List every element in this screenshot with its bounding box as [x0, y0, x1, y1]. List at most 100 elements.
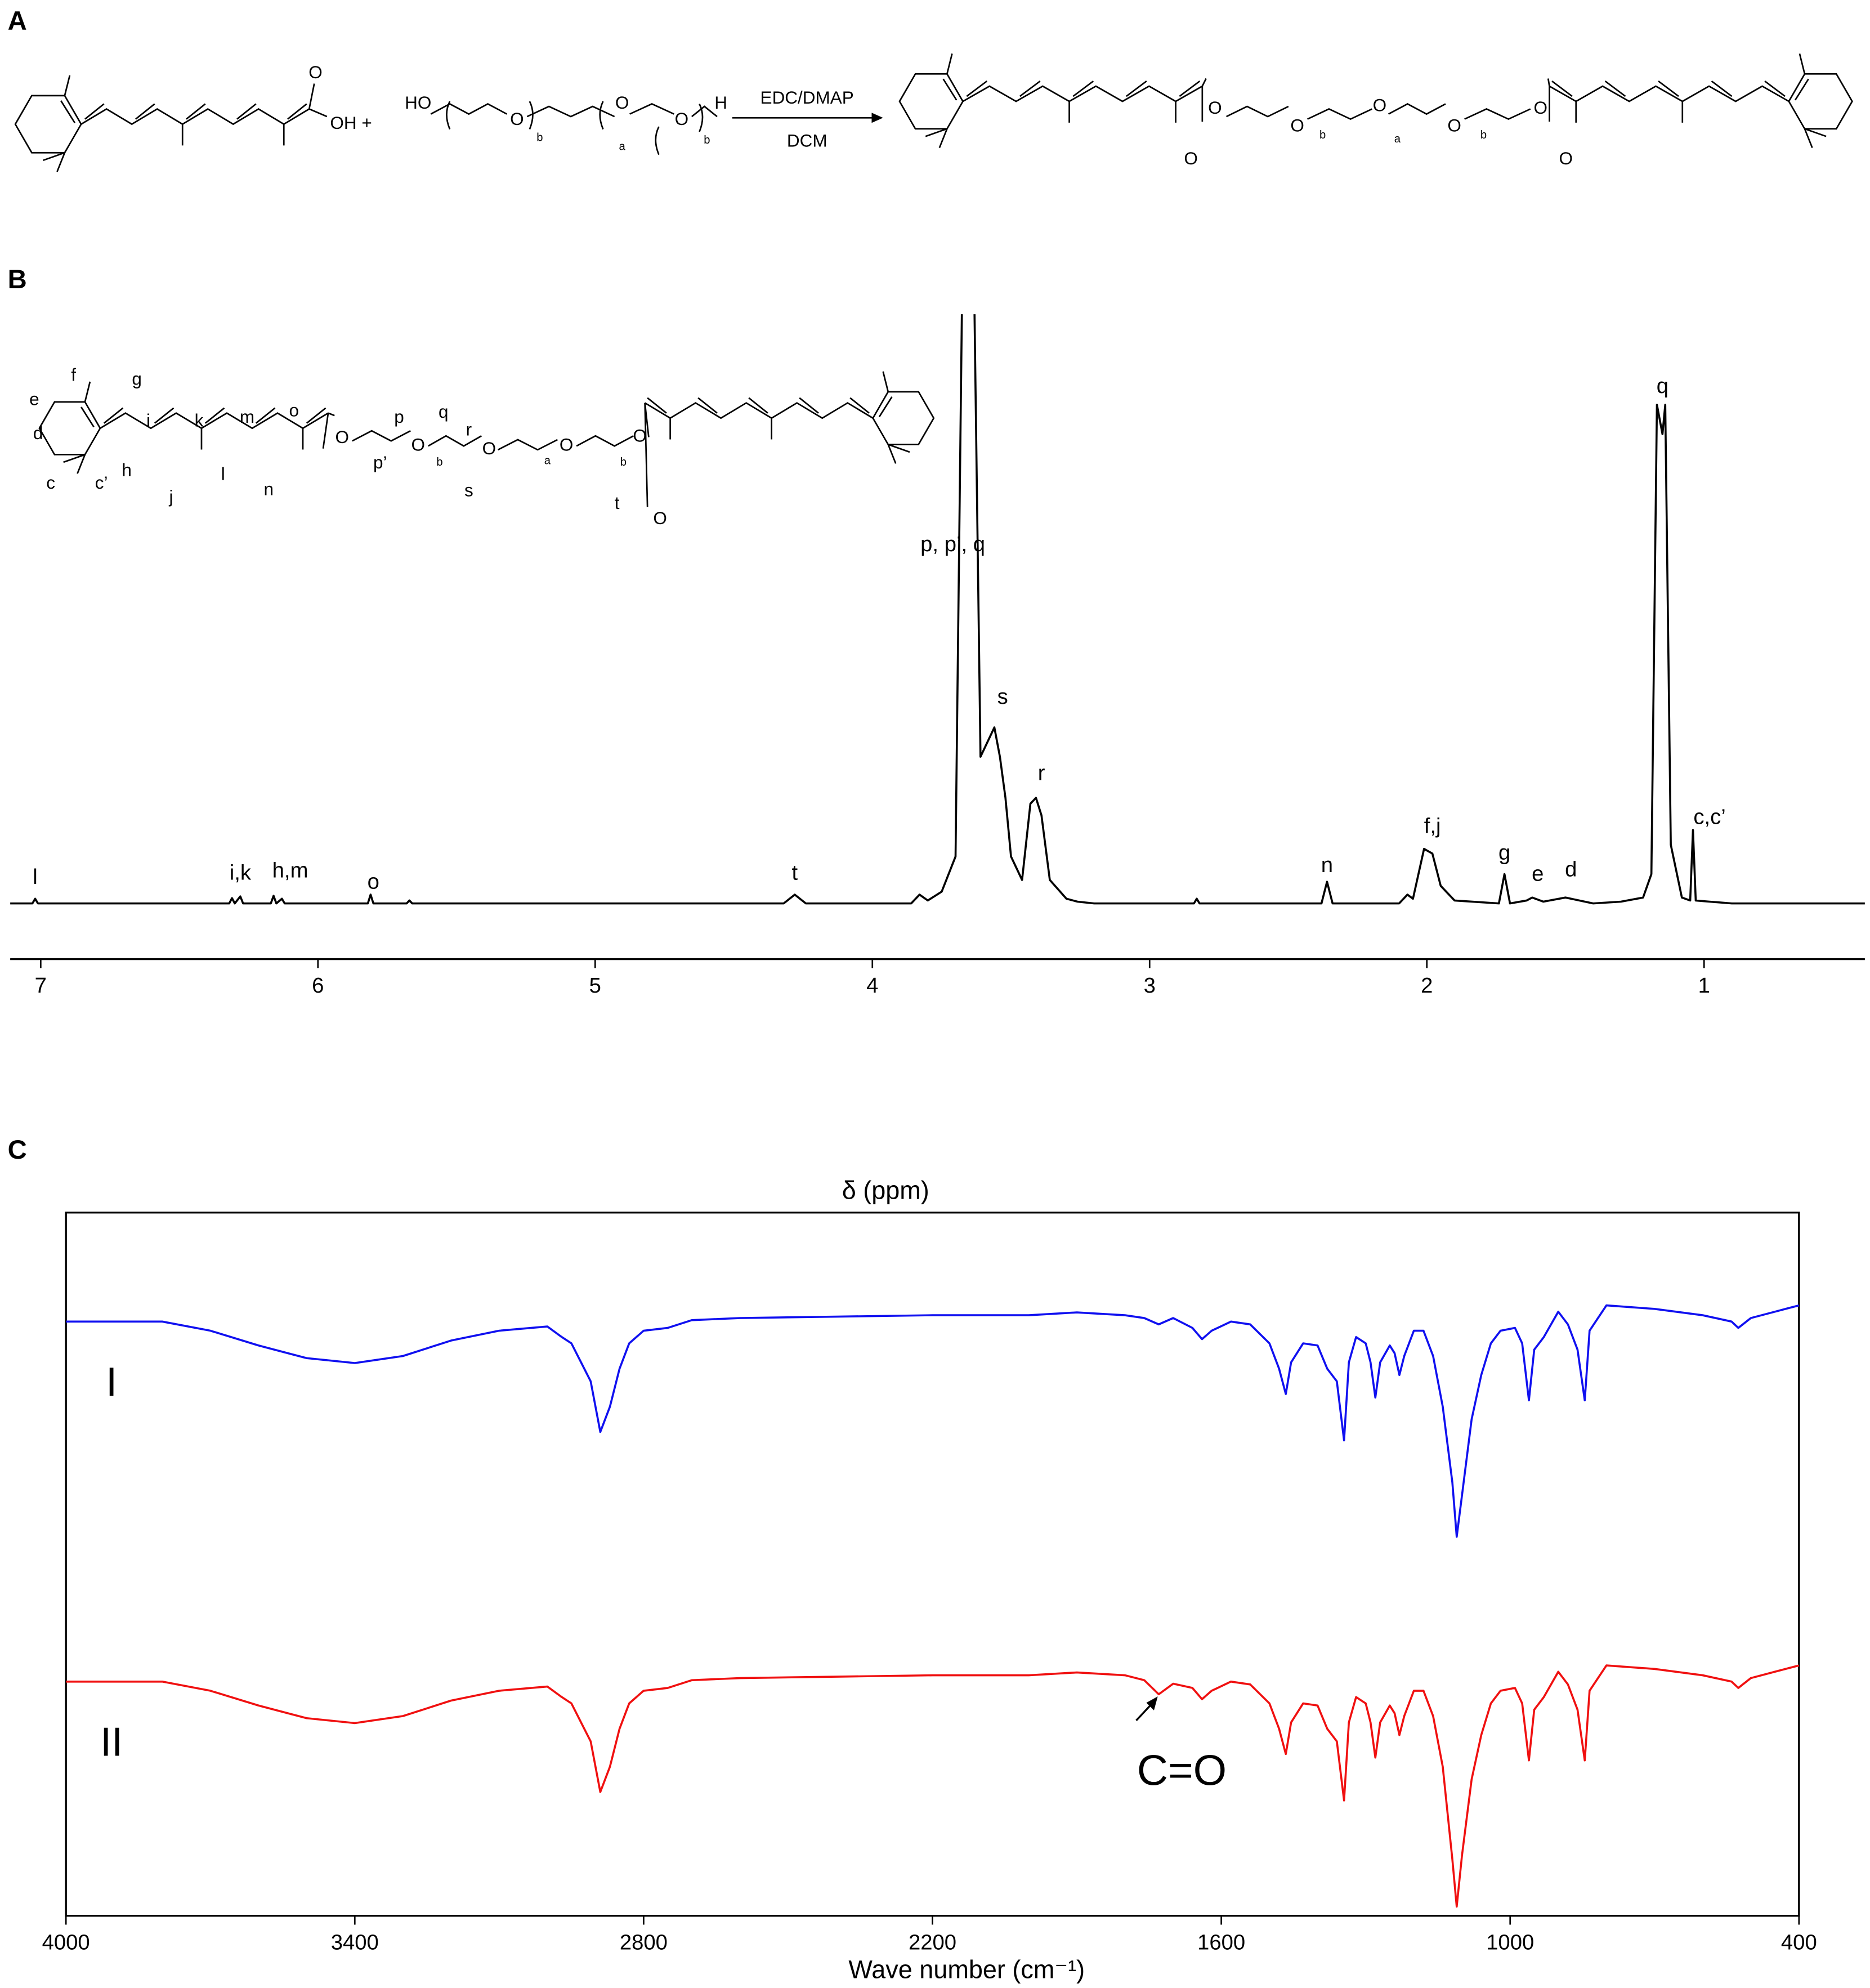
proton-label: m: [240, 406, 254, 427]
atom-label: O: [411, 434, 426, 454]
peak-label: s: [997, 685, 1008, 709]
bond: [186, 103, 206, 120]
peak-label: p, p’, q: [920, 532, 985, 556]
peak-label: l: [33, 865, 37, 889]
atom-label: O: [1290, 115, 1304, 135]
peak-label: n: [1321, 853, 1333, 877]
bond: [629, 103, 674, 115]
bond: [691, 105, 718, 118]
atom-label: O: [675, 109, 689, 129]
atom-label: O: [653, 508, 667, 528]
peak-label: g: [1498, 841, 1510, 865]
x-tick-label: 5: [589, 973, 601, 998]
peak-label: C=O: [1137, 1747, 1227, 1795]
atom-label: O: [1208, 97, 1222, 118]
series-label: I: [106, 1360, 117, 1405]
bond: [849, 397, 870, 414]
bond: [80, 108, 310, 126]
atom-label: O: [1184, 148, 1198, 168]
atom-label: O: [633, 426, 647, 446]
bond: [644, 402, 874, 419]
bond: [63, 454, 86, 463]
subscript: b: [1319, 129, 1326, 141]
peak-label: q: [1657, 374, 1668, 398]
bond: [352, 430, 411, 442]
bond: [966, 80, 988, 97]
bond: [644, 403, 648, 507]
bond: [799, 397, 819, 414]
bond: [497, 439, 558, 451]
bond: [428, 435, 482, 447]
bond: [100, 412, 329, 430]
x-tick-label: 2200: [909, 1930, 956, 1954]
x-tick-label: 7: [35, 973, 47, 998]
proton-label: q: [439, 401, 449, 422]
peak-label: h,m: [272, 858, 308, 882]
bond: [306, 407, 326, 424]
atom-label: O: [615, 92, 629, 113]
bond: [84, 103, 105, 120]
proton-label: l: [221, 463, 225, 484]
bond: [135, 103, 155, 120]
atom-label: O: [308, 62, 323, 82]
atom-label: O: [482, 438, 496, 458]
proton-label: p’: [373, 452, 387, 472]
bond: [1549, 85, 1790, 102]
x-tick-label: 4: [866, 973, 878, 998]
reagent: DCM: [787, 130, 827, 150]
bond: [697, 397, 718, 414]
bond: [287, 103, 307, 120]
bond: [942, 78, 958, 101]
peak-label: c,c’: [1693, 805, 1725, 829]
peak-label: d: [1565, 857, 1577, 881]
proton-label: n: [263, 479, 274, 499]
bond: [1711, 80, 1733, 97]
bond: [882, 371, 889, 392]
bond: [1307, 108, 1372, 120]
x-tick-label: 1: [1698, 973, 1710, 998]
bond: [1764, 80, 1786, 97]
peak-label: r: [1038, 761, 1045, 785]
atom-label: O: [560, 434, 574, 454]
bond: [1464, 108, 1531, 120]
bond: [1604, 80, 1626, 97]
proton-label: o: [289, 400, 299, 421]
peak-label: t: [792, 861, 798, 885]
bond: [1126, 80, 1147, 97]
bond: [647, 397, 667, 414]
subscript: b: [1480, 129, 1487, 141]
series-label: II: [100, 1719, 123, 1764]
bond: [1804, 128, 1827, 137]
proton-label: j: [168, 486, 173, 507]
proton-label: r: [466, 419, 472, 439]
proton-label: s: [464, 480, 473, 501]
reaction-scheme: O OH + HO O b O a O b H EDC/DMAP DCM O O…: [308, 62, 1573, 168]
bond: [60, 100, 76, 124]
x-axis-label: Wave number (cm⁻¹): [848, 1955, 1085, 1984]
spectrum-line: [10, 314, 1865, 905]
atom-label: O: [1373, 95, 1387, 115]
bond: [308, 83, 315, 109]
panel-label: A: [8, 6, 27, 36]
x-tick-label: 2: [1421, 973, 1433, 998]
bond: [430, 103, 507, 115]
atom-label: OH +: [330, 113, 372, 133]
bond: [103, 407, 124, 424]
proton-label: t: [615, 493, 620, 513]
reagent: EDC/DMAP: [760, 87, 854, 108]
bond: [255, 407, 276, 424]
peak-label: i,k: [230, 861, 252, 885]
atom-label: O: [510, 109, 524, 129]
bond: [64, 75, 71, 96]
x-tick-label: 2800: [620, 1930, 668, 1954]
bond: [154, 407, 175, 424]
bond: [236, 103, 257, 120]
bond: [938, 128, 948, 149]
bond: [655, 126, 660, 155]
x-tick-label: 400: [1781, 1930, 1817, 1954]
bond: [1799, 53, 1806, 74]
atom-label: O: [1533, 97, 1547, 118]
atom-label: HO: [405, 92, 431, 113]
